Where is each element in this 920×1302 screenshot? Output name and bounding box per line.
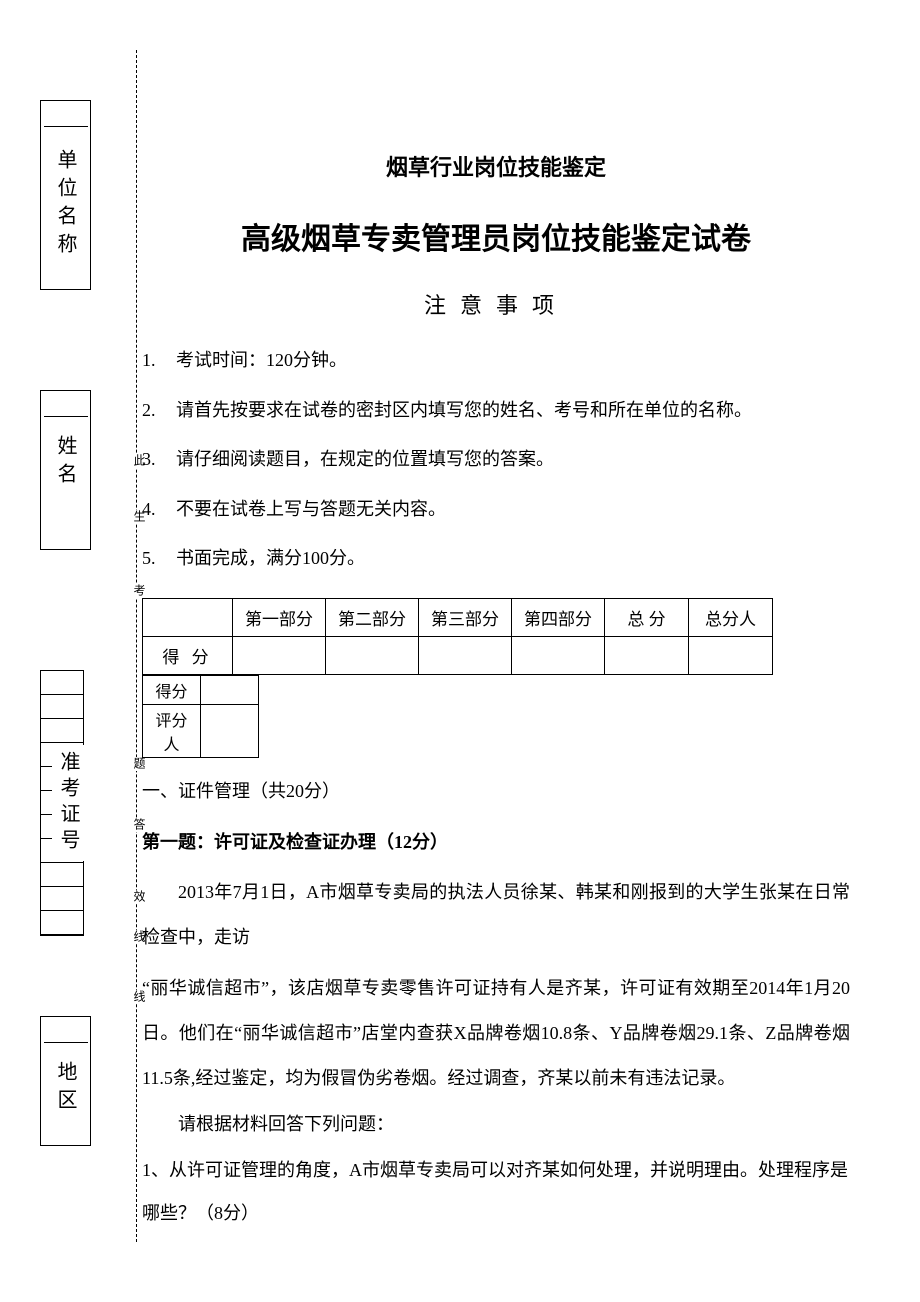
table-row: 得分 [143, 675, 259, 704]
side-box-top [44, 391, 88, 417]
table-cell: 评分人 [143, 704, 201, 757]
table-cell: 得分 [143, 675, 201, 704]
table-header: 第一部分 [233, 598, 326, 636]
content: 烟草行业岗位技能鉴定 高级烟草专卖管理员岗位技能鉴定试卷 注意事项 1. 考试时… [140, 150, 850, 1235]
notice-heading: 注意事项 [142, 288, 850, 320]
side-box-unit: 单位名称 [40, 100, 91, 290]
ruled-cell [41, 911, 83, 935]
table-row: 得 分 [143, 636, 773, 674]
instruction-text: 请根据材料回答下列问题： [142, 1103, 850, 1146]
notice-text: 请首先按要求在试卷的密封区内填写您的姓名、考号和所在单位的名称。 [176, 400, 752, 422]
notice-number: 2. [142, 400, 162, 422]
question-item: 1、从许可证管理的角度，A市烟草专卖局可以对齐某如何处理，并说明理由。处理程序是… [142, 1149, 850, 1235]
subtitle: 烟草行业岗位技能鉴定 [142, 150, 850, 182]
side-box-examid: 准考证号 [40, 670, 84, 936]
table-cell: 得 分 [143, 636, 233, 674]
table-cell [419, 636, 512, 674]
side-box-region: 地区 [40, 1016, 91, 1146]
notice-number: 5. [142, 548, 162, 570]
body-text: “丽华诚信超市”，该店烟草专卖零售许可证持有人是齐某，许可证有效期至2014年1… [142, 966, 850, 1101]
notice-text: 不要在试卷上写与答题无关内容。 [176, 499, 446, 521]
notice-text: 书面完成，满分100分。 [176, 548, 365, 570]
table-cell [326, 636, 419, 674]
table-row: 评分人 [143, 704, 259, 757]
notice-item: 1. 考试时间：120分钟。 [142, 350, 850, 372]
notice-item: 2. 请首先按要求在试卷的密封区内填写您的姓名、考号和所在单位的名称。 [142, 400, 850, 422]
ruled-cell [41, 671, 83, 695]
table-cell [605, 636, 689, 674]
notice-number: 3. [142, 449, 162, 471]
table-cell [201, 704, 259, 757]
side-labels-container: 单位名称 姓名 准考证号 地区 [40, 100, 91, 1146]
notice-item: 3. 请仔细阅读题目，在规定的位置填写您的答案。 [142, 449, 850, 471]
table-header [143, 598, 233, 636]
title: 高级烟草专卖管理员岗位技能鉴定试卷 [142, 214, 850, 258]
table-cell [201, 675, 259, 704]
table-cell [512, 636, 605, 674]
notice-text: 请仔细阅读题目，在规定的位置填写您的答案。 [176, 449, 554, 471]
side-label-name: 姓名 [41, 417, 90, 509]
table-row: 第一部分 第二部分 第三部分 第四部分 总 分 总分人 [143, 598, 773, 636]
notice-number: 1. [142, 350, 162, 372]
table-header: 第二部分 [326, 598, 419, 636]
notice-text: 考试时间：120分钟。 [176, 350, 347, 372]
section-heading: 一、证件管理（共20分） [142, 770, 850, 813]
ruled-cell [41, 863, 83, 887]
sealing-dashed-line [136, 50, 137, 1242]
table-header: 第四部分 [512, 598, 605, 636]
notice-item: 4. 不要在试卷上写与答题无关内容。 [142, 499, 850, 521]
notice-list: 1. 考试时间：120分钟。 2. 请首先按要求在试卷的密封区内填写您的姓名、考… [142, 350, 850, 570]
table-header: 总 分 [605, 598, 689, 636]
side-label-unit: 单位名称 [41, 127, 90, 283]
table-cell [689, 636, 773, 674]
sub-score-table: 得分 评分人 [142, 675, 259, 758]
side-box-top [44, 101, 88, 127]
side-box-name: 姓名 [40, 390, 91, 550]
ruled-cell [41, 719, 83, 743]
page: 此 生 考 题 答 效 线 线 单位名称 姓名 准考证号 [0, 0, 920, 1302]
table-header: 第三部分 [419, 598, 512, 636]
side-label-examid: 准考证号 [52, 745, 85, 861]
side-label-region: 地区 [41, 1043, 90, 1135]
ruled-cell [41, 887, 83, 911]
ruled-cell [41, 695, 83, 719]
table-cell [233, 636, 326, 674]
notice-item: 5. 书面完成，满分100分。 [142, 548, 850, 570]
body-text: 2013年7月1日，A市烟草专卖局的执法人员徐某、韩某和刚报到的大学生张某在日常… [142, 870, 850, 960]
question-title: 第一题：许可证及检查证办理（12分） [142, 821, 850, 864]
side-box-top [44, 1017, 88, 1043]
score-table: 第一部分 第二部分 第三部分 第四部分 总 分 总分人 得 分 [142, 598, 773, 675]
section-1: 一、证件管理（共20分） 第一题：许可证及检查证办理（12分） 2013年7月1… [142, 770, 850, 1235]
notice-number: 4. [142, 499, 162, 521]
table-header: 总分人 [689, 598, 773, 636]
